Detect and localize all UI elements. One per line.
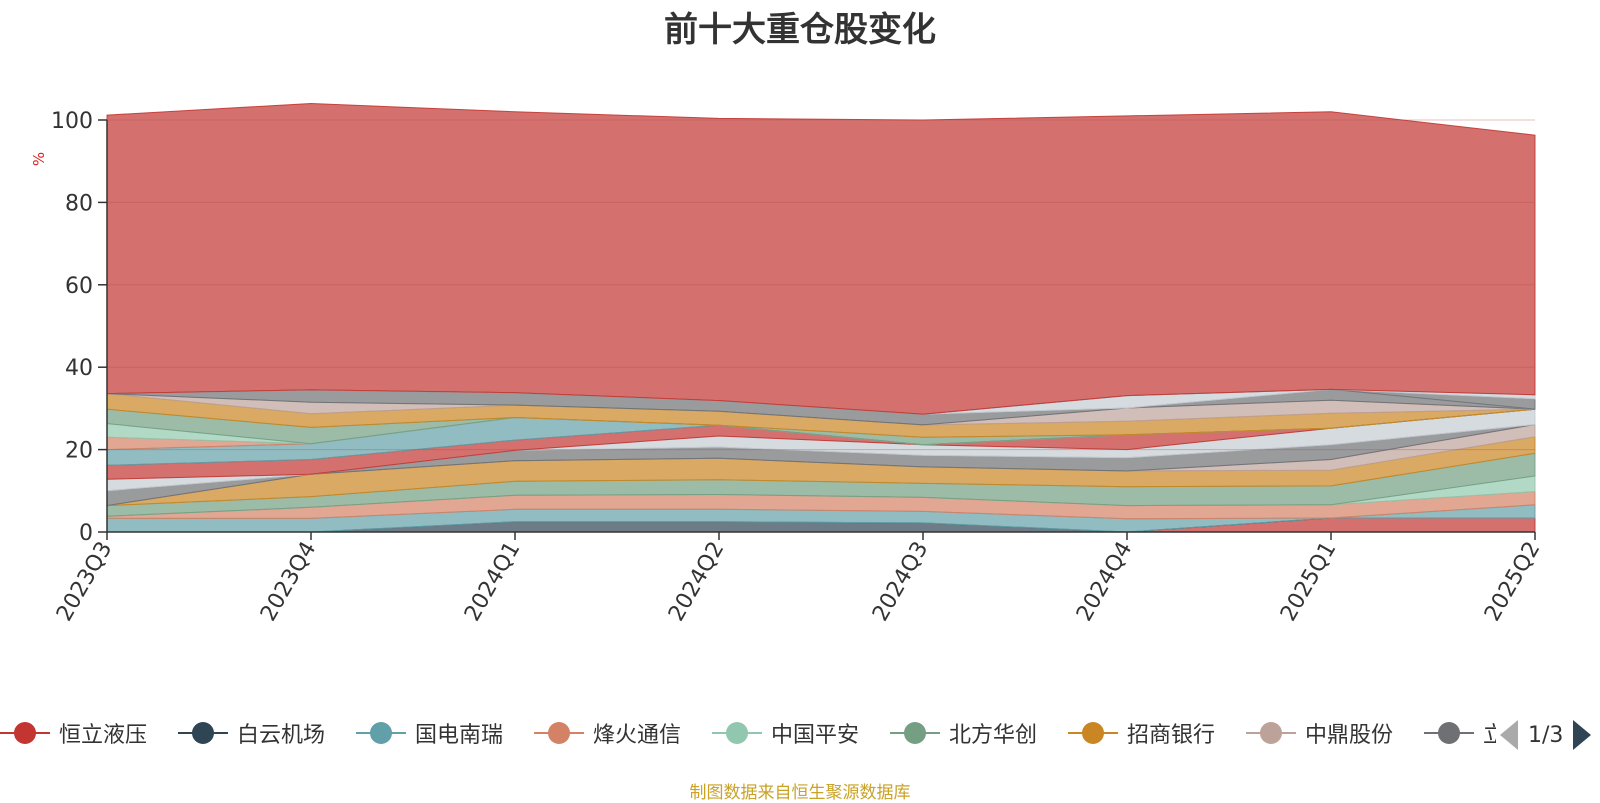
legend-item-3[interactable]: 烽火通信: [534, 715, 681, 751]
legend-label: 中鼎股份: [1305, 723, 1394, 748]
x-tick-label-1: 2023Q4: [256, 538, 321, 626]
legend-label: 北方华创: [949, 723, 1038, 748]
legend-item-4[interactable]: 中国平安: [712, 715, 859, 751]
x-tick-label-7: 2025Q2: [1480, 538, 1545, 626]
y-tick-label-0: 0: [79, 521, 93, 546]
legend-item-1[interactable]: 白云机场: [178, 715, 325, 751]
legend-label: 烽火通信: [593, 723, 682, 748]
y-tick-label-4: 80: [65, 191, 93, 216]
data-source-note: 制图数据来自恒生聚源数据库: [689, 783, 911, 803]
legend-marker-icon: [1424, 715, 1474, 751]
area-series-21: [106, 102, 1536, 415]
y-tick-label-5: 100: [51, 109, 93, 134]
area-layer: [106, 102, 1536, 533]
grid-layer: [107, 119, 1535, 451]
stacked-area-chart: 0 20 40 60 80 100 2023Q3 2023Q4 2024Q1 2024Q2 2024…: [51, 102, 1545, 626]
prev-page-icon[interactable]: [1500, 720, 1518, 750]
legend-marker-icon: [356, 715, 406, 751]
legend-item-8[interactable]: 立: [1424, 715, 1505, 751]
legend-marker-icon: [1068, 715, 1118, 751]
x-tick-label-5: 2024Q4: [1072, 538, 1137, 626]
chart-title: 前十大重仓股变化: [664, 10, 936, 50]
legend-marker-icon: [534, 715, 584, 751]
legend: 恒立液压 白云机场 国电南瑞 烽火通信 中国平安 北方华创 招商银行 中鼎股份 立: [0, 715, 1600, 755]
y-tick-label-3: 60: [65, 274, 93, 299]
legend-label: 招商银行: [1127, 723, 1216, 748]
legend-label: 白云机场: [237, 723, 326, 748]
x-tick-label-2: 2024Q1: [460, 538, 525, 626]
legend-item-2[interactable]: 国电南瑞: [356, 715, 503, 751]
legend-marker-icon: [178, 715, 228, 751]
legend-label: 中国平安: [771, 723, 860, 748]
legend-marker-icon: [1246, 715, 1296, 751]
x-tick-label-3: 2024Q2: [664, 538, 729, 626]
legend-item-6[interactable]: 招商银行: [1068, 715, 1215, 751]
legend-marker-icon: [890, 715, 940, 751]
legend-item-0[interactable]: 恒立液压: [0, 715, 147, 751]
x-tick-label-6: 2025Q1: [1276, 538, 1341, 626]
legend-label: 国电南瑞: [415, 723, 504, 748]
x-tick-label-0: 2023Q3: [52, 538, 117, 626]
legend-item-5[interactable]: 北方华创: [890, 715, 1037, 751]
legend-page-indicator: 1/3: [1528, 722, 1564, 748]
legend-pager: 1/3: [1496, 718, 1600, 752]
legend-item-7[interactable]: 中鼎股份: [1246, 715, 1393, 751]
next-page-icon[interactable]: [1573, 720, 1592, 750]
x-tick-label-4: 2024Q3: [868, 538, 933, 626]
legend-marker-icon: [712, 715, 762, 751]
legend-label: 恒立液压: [59, 723, 148, 748]
legend-marker-icon: [0, 715, 50, 751]
y-tick-label-1: 20: [65, 439, 93, 464]
y-tick-label-2: 40: [65, 356, 93, 381]
